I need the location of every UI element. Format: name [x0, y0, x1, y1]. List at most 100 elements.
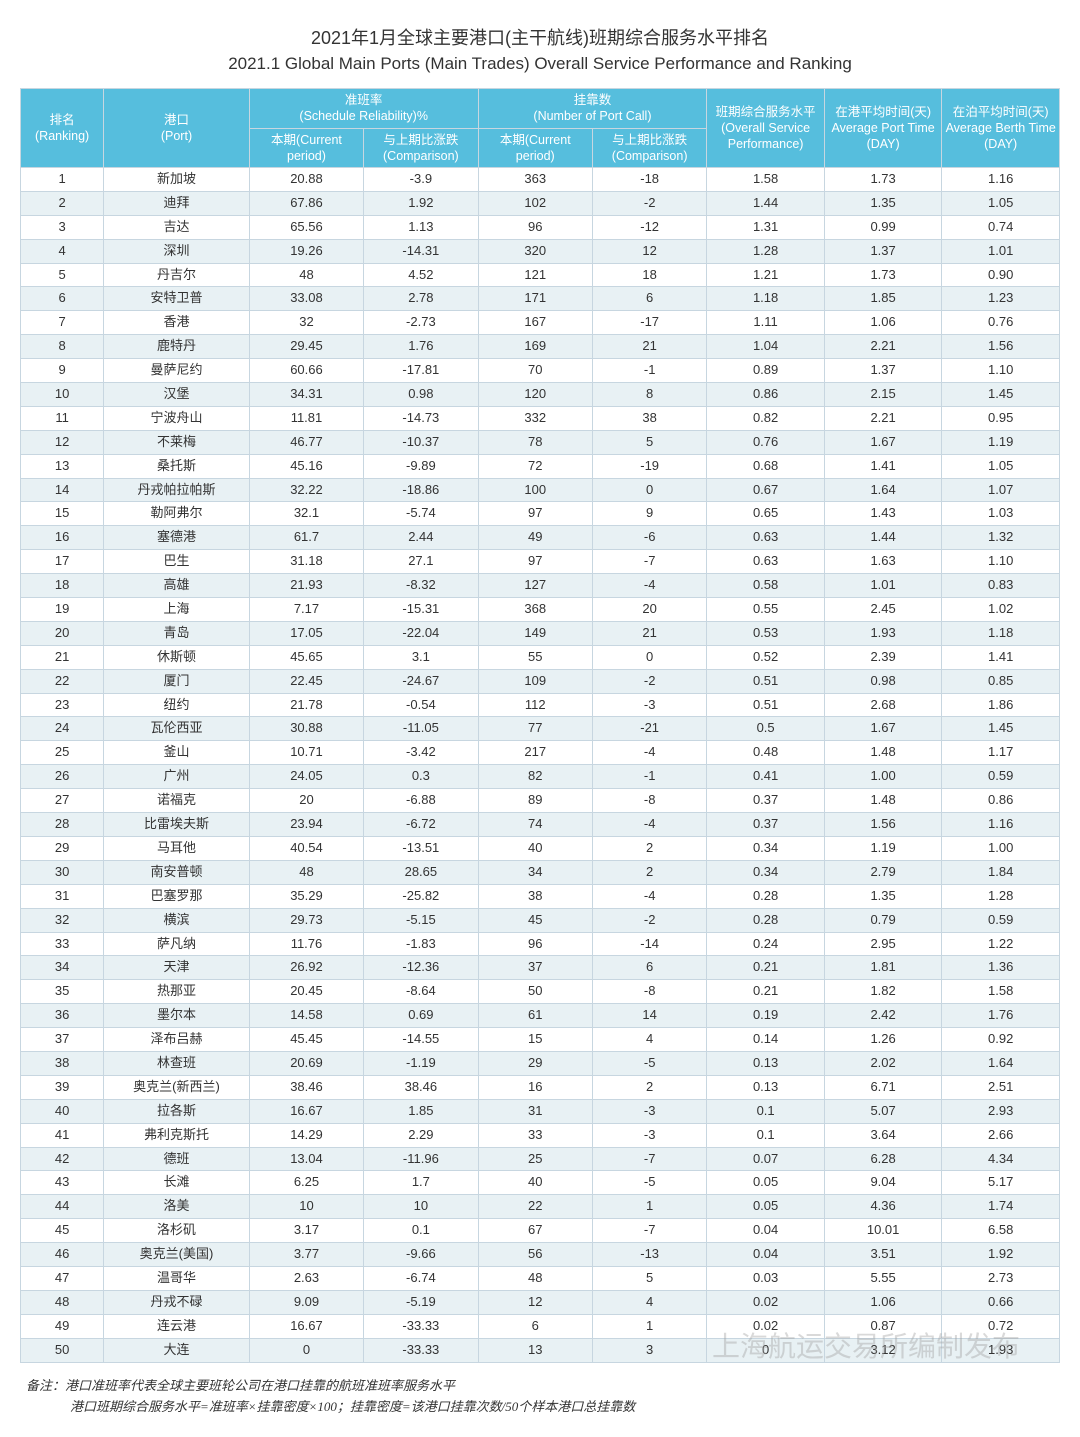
table-cell: 迪拜 — [104, 191, 250, 215]
table-cell: 4.34 — [942, 1147, 1060, 1171]
table-cell: 34 — [478, 860, 592, 884]
table-cell: 17 — [21, 550, 104, 574]
table-cell: 洛美 — [104, 1195, 250, 1219]
table-cell: 47 — [21, 1266, 104, 1290]
table-cell: 167 — [478, 311, 592, 335]
table-cell: 19 — [21, 598, 104, 622]
table-row: 24瓦伦西亚30.88-11.0577-210.51.671.45 — [21, 717, 1060, 741]
table-cell: 0.98 — [364, 383, 478, 407]
table-cell: 38 — [21, 1051, 104, 1075]
table-cell: 1.41 — [942, 645, 1060, 669]
table-cell: 0.87 — [824, 1314, 942, 1338]
table-cell: 320 — [478, 239, 592, 263]
table-row: 12不莱梅46.77-10.377850.761.671.19 — [21, 430, 1060, 454]
table-cell: 89 — [478, 789, 592, 813]
table-cell: 5.17 — [942, 1171, 1060, 1195]
table-cell: 2 — [592, 1075, 706, 1099]
table-cell: 46 — [21, 1243, 104, 1267]
table-cell: 1.45 — [942, 383, 1060, 407]
table-cell: 0.85 — [942, 669, 1060, 693]
th-reliability-comp: 与上期比涨跌(Comparison) — [364, 128, 478, 168]
table-cell: 19.26 — [249, 239, 363, 263]
th-avg-port: 在港平均时间(天)Average Port Time (DAY) — [824, 89, 942, 168]
table-cell: -1 — [592, 765, 706, 789]
table-row: 2迪拜67.861.92102-21.441.351.05 — [21, 191, 1060, 215]
table-cell: 1.21 — [707, 263, 825, 287]
table-cell: 97 — [478, 550, 592, 574]
table-row: 1新加坡20.88-3.9363-181.581.731.16 — [21, 168, 1060, 192]
table-cell: 0.51 — [707, 693, 825, 717]
table-cell: 0.53 — [707, 621, 825, 645]
table-row: 40拉各斯16.671.8531-30.15.072.93 — [21, 1099, 1060, 1123]
table-cell: 鹿特丹 — [104, 335, 250, 359]
table-row: 30南安普顿4828.653420.342.791.84 — [21, 860, 1060, 884]
table-cell: 连云港 — [104, 1314, 250, 1338]
table-cell: 1.93 — [824, 621, 942, 645]
table-cell: 9 — [592, 502, 706, 526]
table-cell: 0.37 — [707, 789, 825, 813]
table-cell: 9 — [21, 359, 104, 383]
th-overall: 班期综合服务水平(Overall Service Performance) — [707, 89, 825, 168]
table-cell: -2 — [592, 908, 706, 932]
th-port: 港口(Port) — [104, 89, 250, 168]
table-cell: 169 — [478, 335, 592, 359]
table-cell: 1.84 — [942, 860, 1060, 884]
table-cell: 32.1 — [249, 502, 363, 526]
table-cell: 1.28 — [942, 884, 1060, 908]
table-row: 33萨凡纳11.76-1.8396-140.242.951.22 — [21, 932, 1060, 956]
table-cell: 82 — [478, 765, 592, 789]
table-cell: 7 — [21, 311, 104, 335]
table-cell: 0.13 — [707, 1075, 825, 1099]
table-cell: 厦门 — [104, 669, 250, 693]
table-cell: 8 — [592, 383, 706, 407]
table-cell: 30 — [21, 860, 104, 884]
table-cell: 20 — [249, 789, 363, 813]
table-cell: 0.14 — [707, 1028, 825, 1052]
table-cell: 0.41 — [707, 765, 825, 789]
table-cell: 塞德港 — [104, 526, 250, 550]
table-cell: 40 — [478, 836, 592, 860]
table-row: 28比雷埃夫斯23.94-6.7274-40.371.561.16 — [21, 813, 1060, 837]
table-cell: 1.01 — [942, 239, 1060, 263]
table-cell: 0.28 — [707, 908, 825, 932]
table-cell: 1.92 — [942, 1243, 1060, 1267]
table-cell: 6 — [592, 956, 706, 980]
table-cell: 洛杉矶 — [104, 1219, 250, 1243]
table-cell: 0.79 — [824, 908, 942, 932]
table-cell: 1.93 — [942, 1338, 1060, 1362]
table-row: 41弗利克斯托14.292.2933-30.13.642.66 — [21, 1123, 1060, 1147]
table-cell: 汉堡 — [104, 383, 250, 407]
table-cell: 1.03 — [942, 502, 1060, 526]
table-cell: 热那亚 — [104, 980, 250, 1004]
table-cell: 0.92 — [942, 1028, 1060, 1052]
table-cell: 比雷埃夫斯 — [104, 813, 250, 837]
table-cell: 1.85 — [824, 287, 942, 311]
table-row: 13桑托斯45.16-9.8972-190.681.411.05 — [21, 454, 1060, 478]
table-cell: -14.73 — [364, 406, 478, 430]
table-cell: -11.96 — [364, 1147, 478, 1171]
table-cell: 0.51 — [707, 669, 825, 693]
table-cell: 45 — [21, 1219, 104, 1243]
table-cell: 6 — [21, 287, 104, 311]
table-row: 5丹吉尔484.52121181.211.730.90 — [21, 263, 1060, 287]
table-cell: 17.05 — [249, 621, 363, 645]
table-cell: 13 — [478, 1338, 592, 1362]
table-cell: 10 — [21, 383, 104, 407]
table-cell: 1.00 — [824, 765, 942, 789]
table-cell: 1.18 — [707, 287, 825, 311]
table-cell: 21 — [592, 335, 706, 359]
table-cell: -18.86 — [364, 478, 478, 502]
table-cell: 1.35 — [824, 884, 942, 908]
table-cell: 11.81 — [249, 406, 363, 430]
table-cell: 45 — [478, 908, 592, 932]
table-cell: 2.63 — [249, 1266, 363, 1290]
table-cell: -5 — [592, 1051, 706, 1075]
table-row: 34天津26.92-12.363760.211.811.36 — [21, 956, 1060, 980]
table-cell: 368 — [478, 598, 592, 622]
table-cell: 丹吉尔 — [104, 263, 250, 287]
table-cell: 15 — [478, 1028, 592, 1052]
table-cell: 5.07 — [824, 1099, 942, 1123]
table-cell: 1.11 — [707, 311, 825, 335]
table-cell: 33 — [21, 932, 104, 956]
table-cell: 42 — [21, 1147, 104, 1171]
